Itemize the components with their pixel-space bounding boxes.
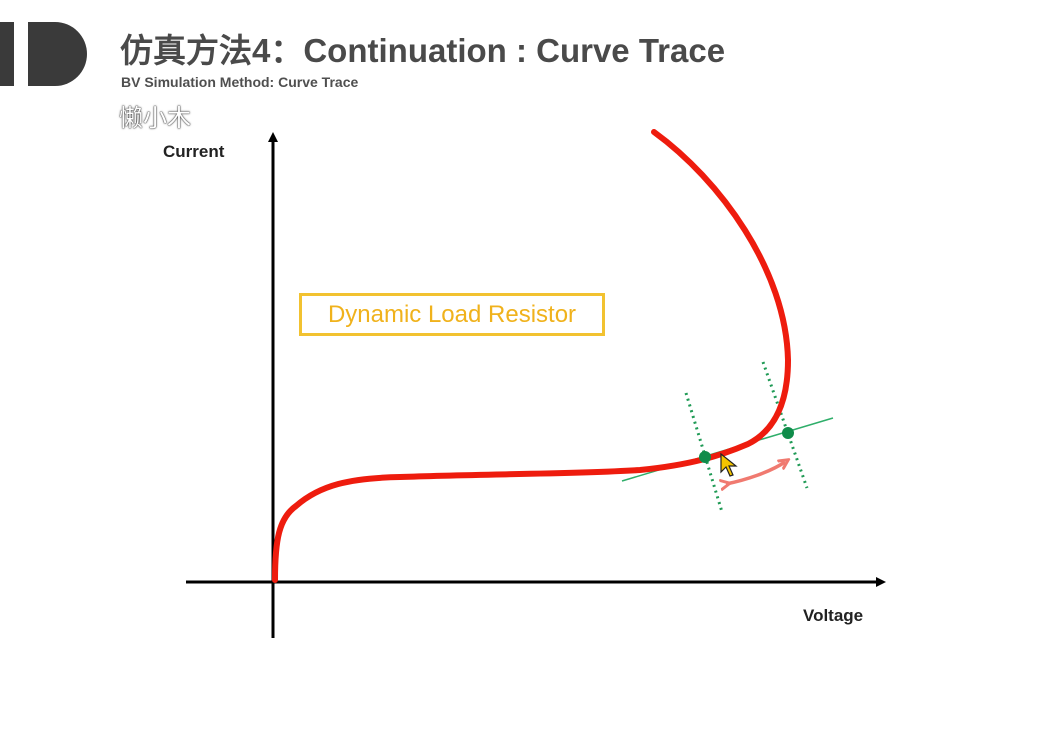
logo-shape xyxy=(0,22,87,86)
guide-line-left xyxy=(684,392,724,513)
move-arrow xyxy=(726,462,785,484)
callout-text: Dynamic Load Resistor xyxy=(327,300,577,328)
operating-point-current xyxy=(699,451,711,463)
y-axis-label: Current xyxy=(163,142,225,161)
callout-box: Dynamic Load Resistor xyxy=(299,293,605,336)
x-axis-label: Voltage xyxy=(803,606,864,625)
iv-curve xyxy=(272,129,792,583)
watermark-text: 懒小木 xyxy=(119,105,191,132)
operating-point-next xyxy=(782,427,794,439)
page-subtitle: BV Simulation Method: Curve Trace xyxy=(121,74,359,90)
cursor-icon xyxy=(720,452,738,477)
page-title: 仿真方法4：Continuation : Curve Trace xyxy=(120,32,726,69)
guide-line-right xyxy=(761,361,809,489)
